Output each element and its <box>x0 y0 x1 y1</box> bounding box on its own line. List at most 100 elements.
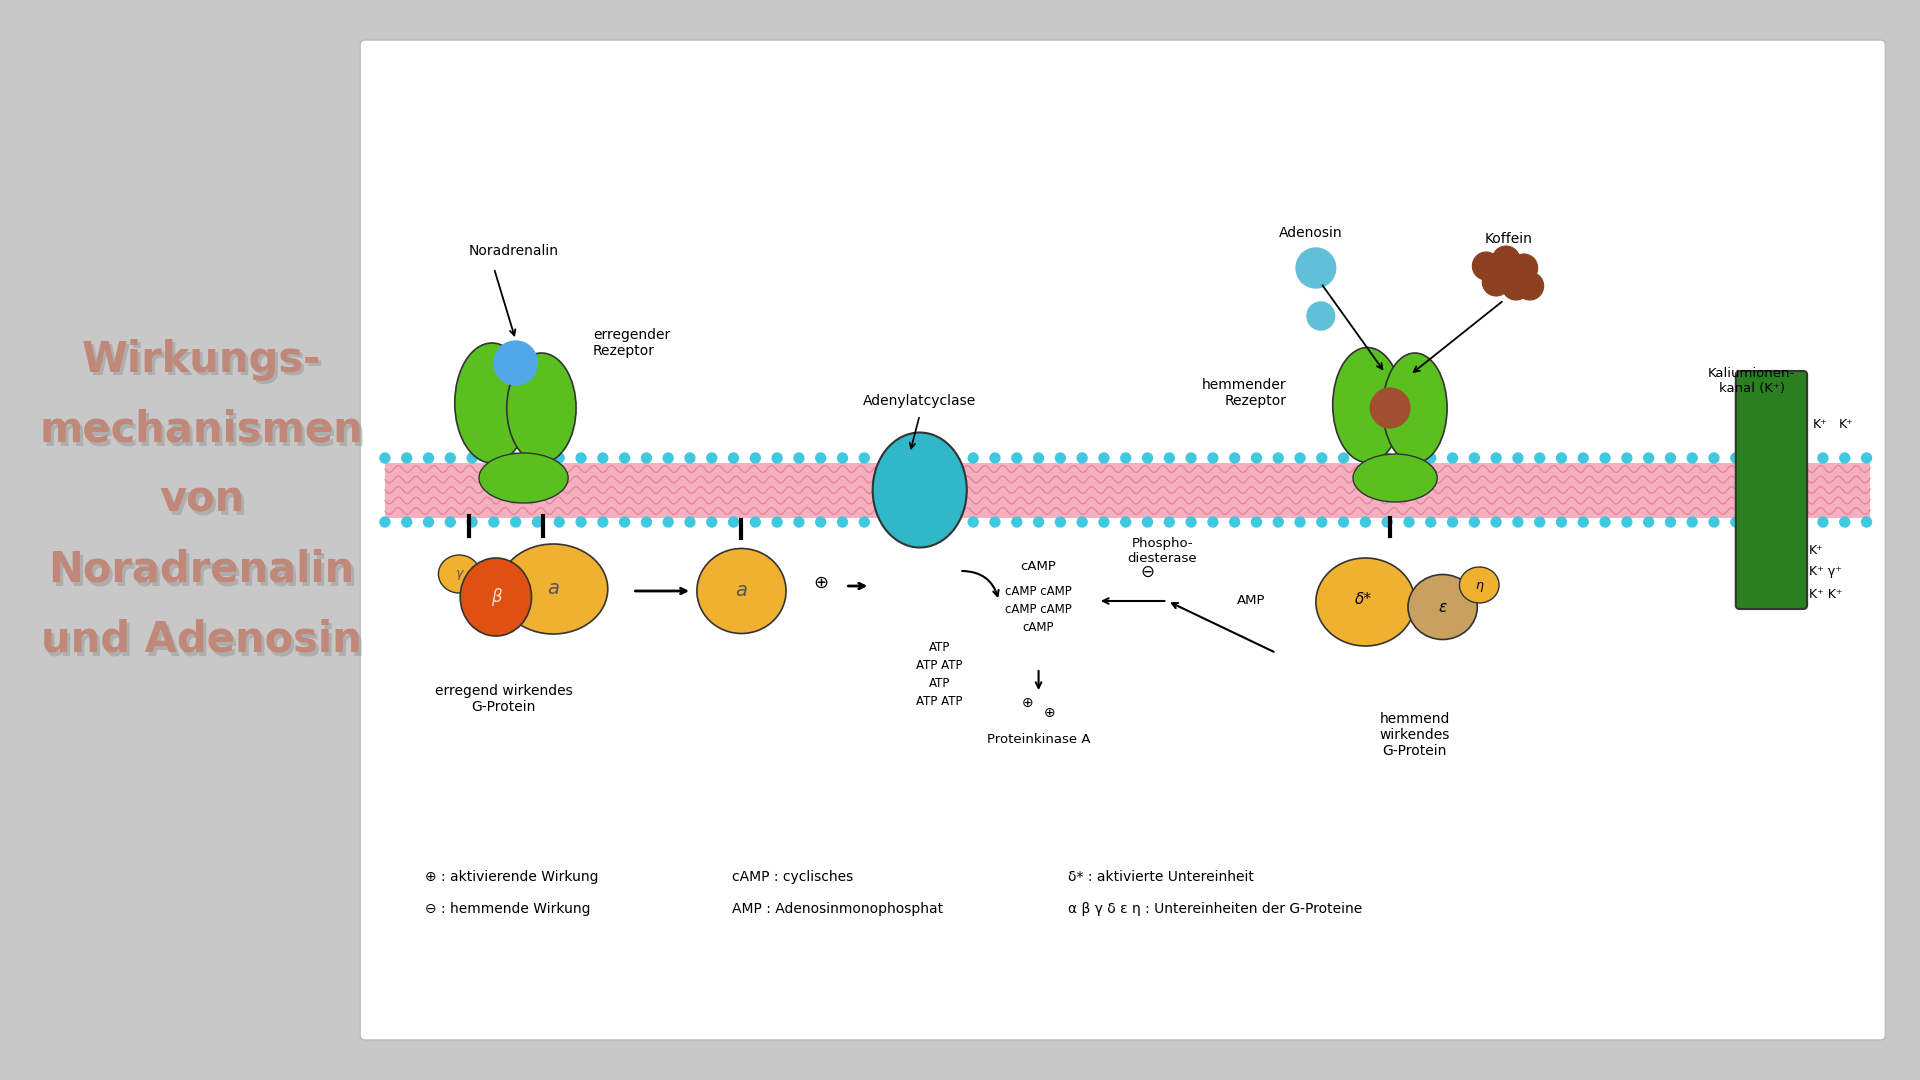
Circle shape <box>902 517 912 527</box>
Text: δ*: δ* <box>1356 592 1373 607</box>
Circle shape <box>925 517 935 527</box>
Circle shape <box>662 453 674 463</box>
Text: δ* : aktivierte Untereinheit: δ* : aktivierte Untereinheit <box>1068 870 1254 885</box>
Text: a: a <box>547 580 559 598</box>
Circle shape <box>881 453 891 463</box>
Text: η: η <box>1475 579 1484 592</box>
Circle shape <box>881 517 891 527</box>
Circle shape <box>902 453 912 463</box>
Circle shape <box>795 517 804 527</box>
Circle shape <box>467 453 476 463</box>
Ellipse shape <box>1407 575 1476 639</box>
Text: K⁺ γ⁺: K⁺ γ⁺ <box>1809 566 1841 579</box>
Circle shape <box>555 453 564 463</box>
Text: ⊕: ⊕ <box>1044 706 1056 720</box>
Circle shape <box>1482 268 1509 296</box>
Circle shape <box>991 453 1000 463</box>
Circle shape <box>1296 248 1336 288</box>
Circle shape <box>1187 517 1196 527</box>
Circle shape <box>837 453 847 463</box>
Circle shape <box>380 453 390 463</box>
Text: ⊕: ⊕ <box>814 573 828 592</box>
Circle shape <box>1121 517 1131 527</box>
Circle shape <box>772 517 781 527</box>
Circle shape <box>1077 453 1087 463</box>
Text: Proteinkinase A: Proteinkinase A <box>987 733 1091 746</box>
Ellipse shape <box>499 544 609 634</box>
FancyBboxPatch shape <box>1736 372 1807 609</box>
Circle shape <box>1382 517 1392 527</box>
Circle shape <box>1534 453 1546 463</box>
Circle shape <box>816 453 826 463</box>
Circle shape <box>1492 246 1521 274</box>
Circle shape <box>1599 453 1611 463</box>
Bar <box>384 463 1870 518</box>
Ellipse shape <box>1332 348 1402 462</box>
Text: ε: ε <box>1438 599 1448 615</box>
Circle shape <box>401 453 411 463</box>
Circle shape <box>1252 453 1261 463</box>
Circle shape <box>1665 517 1676 527</box>
Circle shape <box>1229 453 1240 463</box>
Circle shape <box>1492 517 1501 527</box>
Circle shape <box>1404 517 1413 527</box>
Circle shape <box>493 341 538 384</box>
Circle shape <box>1098 517 1110 527</box>
Text: von: von <box>161 482 248 524</box>
Circle shape <box>1317 453 1327 463</box>
Circle shape <box>1665 453 1676 463</box>
Text: ATP
ATP ATP
ATP
ATP ATP: ATP ATP ATP ATP ATP ATP <box>916 642 962 708</box>
Text: γ: γ <box>455 567 463 581</box>
Ellipse shape <box>874 432 968 548</box>
Circle shape <box>860 517 870 527</box>
Text: Noradrenalin: Noradrenalin <box>52 552 357 594</box>
Circle shape <box>1709 517 1718 527</box>
Text: hemmend
wirkendes
G-Protein: hemmend wirkendes G-Protein <box>1380 712 1450 758</box>
Circle shape <box>1056 453 1066 463</box>
Circle shape <box>1252 517 1261 527</box>
Circle shape <box>576 517 586 527</box>
Circle shape <box>1578 453 1588 463</box>
Text: α β γ δ ε η : Untereinheiten der G-Proteine: α β γ δ ε η : Untereinheiten der G-Prote… <box>1068 902 1363 916</box>
Text: AMP : Adenosinmonophosphat: AMP : Adenosinmonophosphat <box>732 902 943 916</box>
Text: Noradrenalin: Noradrenalin <box>48 549 355 591</box>
Circle shape <box>1077 517 1087 527</box>
Ellipse shape <box>461 558 532 636</box>
Circle shape <box>1557 517 1567 527</box>
Circle shape <box>576 453 586 463</box>
Text: Phospho-
diesterase: Phospho- diesterase <box>1127 537 1198 565</box>
Circle shape <box>860 453 870 463</box>
Circle shape <box>641 453 651 463</box>
Circle shape <box>1121 453 1131 463</box>
Circle shape <box>511 517 520 527</box>
Circle shape <box>1557 453 1567 463</box>
Circle shape <box>947 453 956 463</box>
Circle shape <box>380 517 390 527</box>
Circle shape <box>1208 453 1217 463</box>
Circle shape <box>968 453 977 463</box>
Circle shape <box>1517 272 1544 300</box>
Text: cAMP: cAMP <box>1021 561 1056 573</box>
Circle shape <box>1839 517 1849 527</box>
Text: ⊕ : aktivierende Wirkung: ⊕ : aktivierende Wirkung <box>424 870 597 885</box>
Circle shape <box>1164 453 1175 463</box>
Circle shape <box>1296 517 1306 527</box>
Circle shape <box>1862 453 1872 463</box>
Circle shape <box>1473 252 1500 280</box>
Circle shape <box>1644 517 1653 527</box>
Text: ⊖: ⊖ <box>1140 563 1154 581</box>
Circle shape <box>728 517 739 527</box>
Circle shape <box>1534 517 1546 527</box>
Circle shape <box>445 517 455 527</box>
Circle shape <box>1492 453 1501 463</box>
Text: ⊖ : hemmende Wirkung: ⊖ : hemmende Wirkung <box>424 902 589 916</box>
Circle shape <box>925 453 935 463</box>
Circle shape <box>1229 517 1240 527</box>
Circle shape <box>467 517 476 527</box>
Circle shape <box>1142 453 1152 463</box>
Circle shape <box>1361 453 1371 463</box>
Circle shape <box>1622 453 1632 463</box>
Circle shape <box>1599 517 1611 527</box>
Circle shape <box>1688 517 1697 527</box>
Circle shape <box>1774 517 1784 527</box>
